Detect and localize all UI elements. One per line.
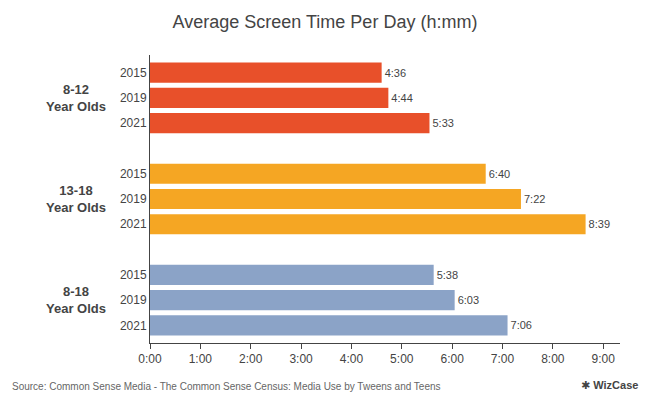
svg-text:4:44: 4:44 [391, 92, 412, 104]
svg-text:2021: 2021 [120, 116, 147, 130]
svg-text:7:22: 7:22 [524, 193, 545, 205]
svg-text:8-18Year Olds: 8-18Year Olds [46, 284, 106, 316]
svg-text:Average Screen Time Per Day (h: Average Screen Time Per Day (h:mm) [173, 12, 478, 32]
svg-text:2015: 2015 [120, 167, 147, 181]
svg-text:1:00: 1:00 [189, 352, 213, 366]
svg-text:Source: Common Sense Media - T: Source: Common Sense Media - The Common … [12, 381, 441, 392]
svg-text:2021: 2021 [120, 217, 147, 231]
svg-text:7:00: 7:00 [491, 352, 515, 366]
svg-text:2015: 2015 [120, 268, 147, 282]
svg-text:2015: 2015 [120, 66, 147, 80]
svg-text:2019: 2019 [120, 293, 147, 307]
svg-text:2019: 2019 [120, 192, 147, 206]
svg-text:6:03: 6:03 [458, 294, 479, 306]
svg-text:8:39: 8:39 [589, 218, 610, 230]
svg-text:0:00: 0:00 [138, 352, 162, 366]
svg-text:9:00: 9:00 [592, 352, 616, 366]
svg-text:13-18Year Olds: 13-18Year Olds [46, 183, 106, 215]
svg-text:5:00: 5:00 [390, 352, 414, 366]
svg-text:5:33: 5:33 [432, 117, 453, 129]
svg-text:5:38: 5:38 [437, 269, 458, 281]
svg-text:6:40: 6:40 [489, 168, 510, 180]
svg-text:✱ WizCase: ✱ WizCase [581, 379, 638, 391]
svg-text:2021: 2021 [120, 319, 147, 333]
svg-text:3:00: 3:00 [289, 352, 313, 366]
svg-text:8:00: 8:00 [541, 352, 565, 366]
svg-text:2019: 2019 [120, 91, 147, 105]
svg-text:2:00: 2:00 [239, 352, 263, 366]
svg-text:6:00: 6:00 [440, 352, 464, 366]
svg-text:4:36: 4:36 [385, 67, 406, 79]
svg-text:4:00: 4:00 [340, 352, 364, 366]
svg-text:7:06: 7:06 [511, 319, 532, 331]
svg-text:8-12Year Olds: 8-12Year Olds [46, 82, 106, 114]
